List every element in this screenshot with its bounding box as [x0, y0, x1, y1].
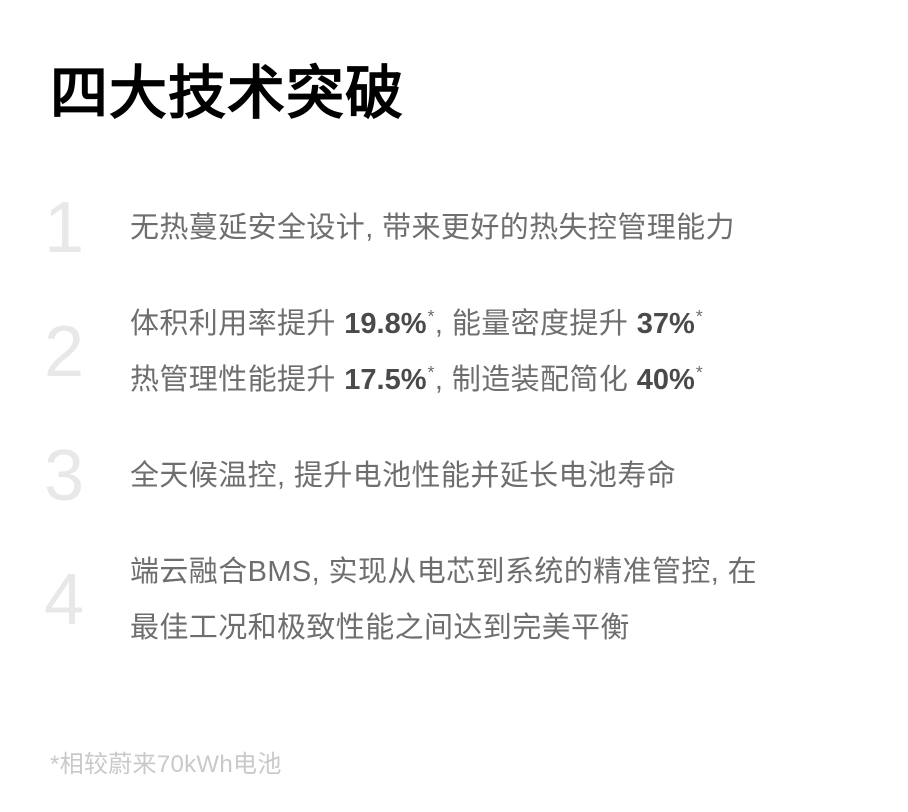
metric-value: 17.5%: [344, 364, 427, 396]
metric-value: 19.8%: [344, 308, 427, 340]
text-segment: , 制造装配简化: [434, 364, 637, 396]
feature-text: 全天候温控, 提升电池性能并延长电池寿命: [130, 448, 908, 504]
metric-value: 37%: [636, 308, 695, 340]
feature-text-line: 端云融合BMS, 实现从电芯到系统的精准管控, 在: [130, 544, 908, 600]
feature-text-line: 热管理性能提升 17.5%*, 制造装配简化 40%*: [130, 352, 908, 408]
text-segment: 热管理性能提升: [130, 364, 345, 396]
text-segment: 无热蔓延安全设计, 带来更好的热失控管理能力: [130, 212, 735, 244]
metric-value: 40%: [636, 364, 695, 396]
page-title: 四大技术突破: [50, 60, 405, 126]
feature-index-number: 2: [44, 312, 85, 392]
feature-item-2: 2 体积利用率提升 19.8%*, 能量密度提升 37%* 热管理性能提升 17.…: [0, 278, 908, 426]
footnote-marker: *: [695, 306, 704, 327]
feature-text: 无热蔓延安全设计, 带来更好的热失控管理能力: [130, 200, 908, 256]
feature-list: 1 无热蔓延安全设计, 带来更好的热失控管理能力 2 体积利用率提升 19.8%…: [0, 178, 908, 674]
text-segment: 体积利用率提升: [130, 308, 345, 340]
feature-text: 端云融合BMS, 实现从电芯到系统的精准管控, 在最佳工况和极致性能之间达到完美…: [130, 544, 908, 656]
feature-item-1: 1 无热蔓延安全设计, 带来更好的热失控管理能力: [0, 178, 908, 278]
footnote-marker: *: [427, 306, 435, 327]
text-segment: 最佳工况和极致性能之间达到完美平衡: [130, 612, 630, 644]
footnote-marker: *: [427, 362, 435, 383]
footnote-marker: *: [695, 362, 704, 383]
text-segment: 端云融合BMS, 实现从电芯到系统的精准管控, 在: [130, 556, 758, 588]
feature-text: 体积利用率提升 19.8%*, 能量密度提升 37%* 热管理性能提升 17.5%…: [130, 296, 908, 408]
footnote: *相较蔚来70kWh电池: [50, 751, 282, 778]
feature-text-line: 最佳工况和极致性能之间达到完美平衡: [130, 600, 908, 656]
feature-item-4: 4 端云融合BMS, 实现从电芯到系统的精准管控, 在最佳工况和极致性能之间达到…: [0, 526, 908, 674]
feature-index-number: 1: [44, 188, 85, 268]
feature-index-number: 3: [44, 436, 85, 516]
feature-index-number: 4: [44, 560, 85, 640]
feature-text-line: 无热蔓延安全设计, 带来更好的热失控管理能力: [130, 200, 908, 256]
feature-text-line: 体积利用率提升 19.8%*, 能量密度提升 37%*: [130, 296, 908, 352]
feature-text-line: 全天候温控, 提升电池性能并延长电池寿命: [130, 448, 908, 504]
text-segment: , 能量密度提升: [434, 308, 637, 340]
text-segment: 全天候温控, 提升电池性能并延长电池寿命: [130, 460, 677, 492]
feature-item-3: 3 全天候温控, 提升电池性能并延长电池寿命: [0, 426, 908, 526]
